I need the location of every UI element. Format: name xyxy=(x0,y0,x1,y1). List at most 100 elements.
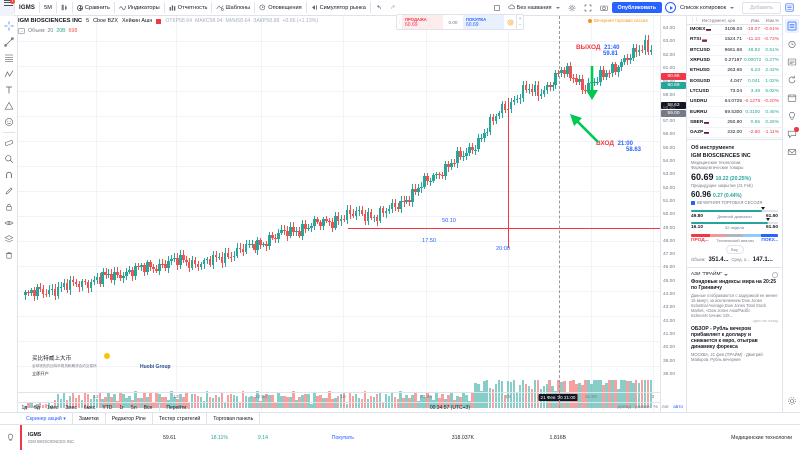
watchlist-row[interactable]: SBER 250.80 0.65 0.26% xyxy=(687,118,782,128)
trendline-tool[interactable] xyxy=(0,34,18,50)
text-tool[interactable] xyxy=(0,82,18,98)
chat-rail-button[interactable] xyxy=(785,127,799,141)
news-rail-button[interactable] xyxy=(785,55,799,69)
bottom-tab[interactable]: Скринер акций ▾ xyxy=(20,412,73,425)
auto-scale-button[interactable]: авто xyxy=(673,404,683,410)
crosshair-tool[interactable] xyxy=(0,18,18,34)
order-quantity[interactable]: 0.00 xyxy=(448,19,458,25)
interval-button[interactable]: 5M xyxy=(44,4,52,11)
watchlist-col-percent[interactable]: Изм.% xyxy=(765,17,779,23)
goto-date-button[interactable]: Перейти... xyxy=(166,404,191,411)
watchlist-col-symbol[interactable]: Инструмент, цен xyxy=(701,17,736,23)
replay-button[interactable]: Симулятор рынка xyxy=(307,0,370,16)
chart-canvas[interactable]: 50.10 17.50 20:00 ВЫХОД 21:40 59.81 ВХОД… xyxy=(18,16,660,412)
zoom-tool[interactable] xyxy=(0,151,18,167)
select-layout-checkbox[interactable] xyxy=(490,0,504,16)
watchlist-row[interactable]: EOSUSD 4.047 0.041 1.02% xyxy=(687,76,782,87)
news-headline-2[interactable]: ОБЗОР - Рубль вечером прибавляет к долла… xyxy=(691,325,758,350)
axis-opt-1[interactable]: ржими xyxy=(634,404,650,410)
indicators-button[interactable]: Индикаторы xyxy=(115,0,164,16)
add-symbol-input[interactable]: Добавить xyxy=(742,1,781,14)
symbol-search-button[interactable]: IGMS xyxy=(19,4,36,11)
financials-button[interactable]: Отчетность xyxy=(165,0,212,16)
time-axis[interactable]: 21 Фев '20 21:00 12 13 22:00 18 20:45 19 21:00… xyxy=(18,392,660,402)
watchlist-row[interactable]: IMOEX 3106.03 -19.07 -0.61% xyxy=(687,25,782,36)
range-button[interactable]: 5д xyxy=(34,404,40,411)
stepper-plus[interactable]: + xyxy=(518,16,522,21)
range-button[interactable]: 1г xyxy=(119,404,125,411)
ideas-rail-button[interactable] xyxy=(785,73,799,87)
bottom-tab[interactable]: Заметки xyxy=(73,412,106,425)
volume-visibility-icon[interactable] xyxy=(18,28,25,34)
bottom-tab[interactable]: Торговая панель xyxy=(207,412,261,425)
screener-symbol-cell[interactable]: IGMS IGM BIOSCIENCES INC xyxy=(20,432,120,444)
right-panel[interactable]: ⋮⋮ Инструмент, цен Изм. Изм.% IMOEX 3106.… xyxy=(686,16,782,412)
bottom-tab[interactable]: Тестер стратегий xyxy=(153,412,208,425)
watchlist-row[interactable]: LTCUSD 73.04 3.49 5.02% xyxy=(687,87,782,98)
pattern-tool[interactable] xyxy=(0,66,18,82)
sell-button[interactable]: ПРОДАЖА 60.69 xyxy=(402,15,443,29)
main-menu-button[interactable]: 1 xyxy=(0,0,15,16)
legend-symbol-name[interactable]: IGM BIOSCIENCES INC xyxy=(18,18,83,24)
magnet-tool[interactable] xyxy=(0,167,18,183)
watchlist-row[interactable]: GAZP 232.00 -2.60 -1.11% xyxy=(687,128,782,139)
objects-tree-tool[interactable] xyxy=(0,231,18,247)
messages-rail-button[interactable] xyxy=(785,145,799,159)
axis-opt-2[interactable]: % xyxy=(653,404,658,410)
lock-tool[interactable] xyxy=(0,199,18,215)
layout-name-button[interactable]: Без названия xyxy=(504,0,564,16)
range-button[interactable]: 3мес xyxy=(65,404,77,411)
range-button[interactable]: 5л xyxy=(131,404,137,411)
ideas-bulb-rail-button[interactable] xyxy=(785,109,799,123)
remove-drawings-tool[interactable] xyxy=(0,247,18,263)
snapshot-button[interactable] xyxy=(596,0,612,16)
alerts-button[interactable]: Оповещения xyxy=(255,0,305,16)
shapes-tool[interactable] xyxy=(0,98,18,114)
redo-button[interactable] xyxy=(386,0,401,16)
watchlist-row[interactable]: BTCUSD 9661.68 48.92 0.51% xyxy=(687,46,782,56)
alerts-rail-button[interactable] xyxy=(785,37,799,51)
measure-tool[interactable] xyxy=(0,135,18,151)
watchlist-selector[interactable]: Список котировок xyxy=(676,0,738,16)
hide-drawings-tool[interactable] xyxy=(0,215,18,231)
draw-mode-tool[interactable] xyxy=(0,183,18,199)
axis-opt-3[interactable]: лог xyxy=(661,404,670,410)
watchlist-col-change[interactable]: Изм. xyxy=(750,17,760,23)
fib-tool[interactable] xyxy=(0,50,18,66)
watchlist-row[interactable]: XRPUSD 0.27197 0.00072 0.27% xyxy=(687,56,782,67)
watchlist-row[interactable]: RTSI 1524.71 -11.10 -0.72% xyxy=(687,35,782,46)
drag-handle-icon[interactable]: ⋮ xyxy=(397,15,402,29)
axis-opt-0[interactable]: дневд xyxy=(617,404,631,410)
range-button[interactable]: 6мес xyxy=(83,404,96,411)
watchlist[interactable]: IMOEX 3106.03 -19.07 -0.61% RTSI 1524.71 -11.1… xyxy=(687,25,782,139)
order-settings-button[interactable] xyxy=(504,15,516,29)
watchlist-row[interactable]: ETHUSD 263.65 6.23 2.42% xyxy=(687,66,782,77)
templates-button[interactable]: Шаблоны xyxy=(212,0,254,16)
watchlist-row[interactable]: EURRU 69.5300 0.3100 0.45% xyxy=(687,107,782,118)
news-headline[interactable]: Фондовые индексы мира на 20:25 по Гринви… xyxy=(691,278,776,291)
calendar-rail-button[interactable] xyxy=(785,91,799,105)
sort-icon[interactable]: ⋮⋮ xyxy=(690,17,699,22)
compare-button[interactable]: Сравнить xyxy=(73,0,114,16)
panel-toggle-button[interactable] xyxy=(781,0,798,16)
range-button[interactable]: 1мес xyxy=(46,404,59,411)
screener-row[interactable]: IGMS IGM BIOSCIENCES INC 59.61 18.11% 9.… xyxy=(20,424,800,450)
watchlist-rail-button[interactable] xyxy=(784,19,799,33)
stepper-minus[interactable]: − xyxy=(518,22,522,27)
fullscreen-button[interactable] xyxy=(580,0,596,16)
range-button[interactable]: 1д xyxy=(21,404,28,411)
screener-bulb-button[interactable] xyxy=(0,433,20,442)
watchlist-row[interactable]: USDRU 64.0725 -0.1275 -0.20% xyxy=(687,97,782,108)
info-icon[interactable] xyxy=(772,271,778,278)
play-idea-button[interactable] xyxy=(665,2,677,13)
chart-type-button[interactable] xyxy=(57,0,72,16)
order-stepper[interactable]: + − xyxy=(516,15,523,29)
chart-settings-button[interactable] xyxy=(564,0,580,16)
order-widget[interactable]: ⋮ ПРОДАЖА 60.69 0.00 ПОКУПКА 60.69 + − xyxy=(396,14,524,30)
news-source[interactable]: АЗИ "ПРАЙМ" xyxy=(687,269,782,279)
range-button[interactable]: YTD xyxy=(102,404,113,411)
buy-button[interactable]: ПОКУПКА 60.69 xyxy=(463,15,504,29)
settings-rail-button[interactable] xyxy=(785,394,799,408)
bottom-tab[interactable]: Редактор Pine xyxy=(106,412,153,425)
range-button[interactable]: Все xyxy=(143,404,153,411)
